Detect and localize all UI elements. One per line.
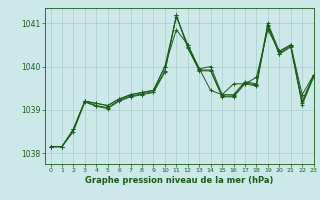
X-axis label: Graphe pression niveau de la mer (hPa): Graphe pression niveau de la mer (hPa): [85, 176, 273, 185]
